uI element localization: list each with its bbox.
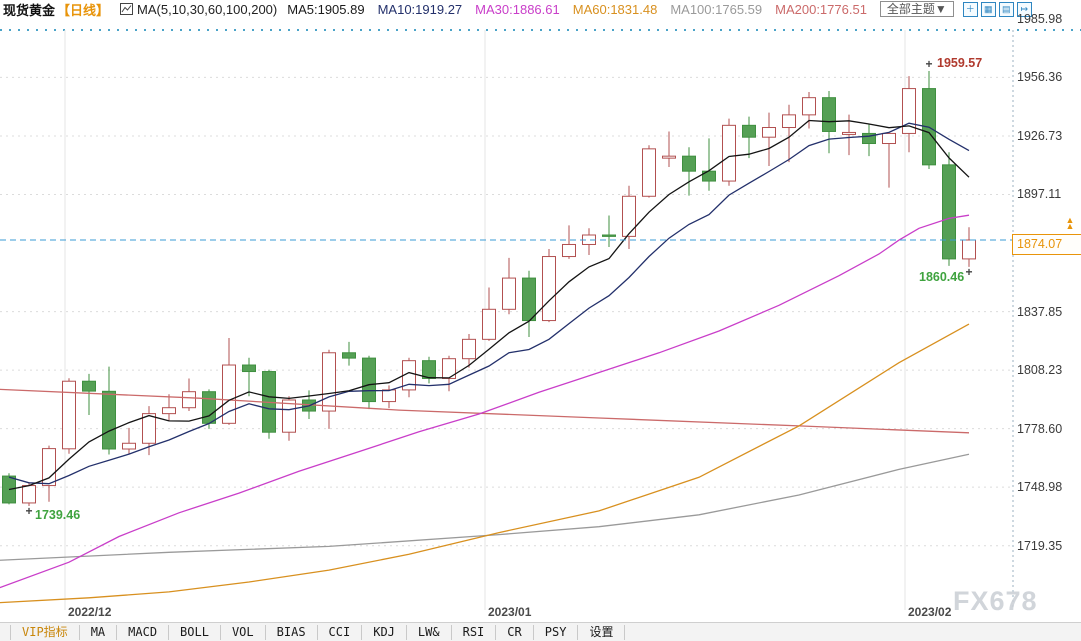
- ma-legend-item: MA5:1905.89: [287, 1, 365, 17]
- indicator-tab-VIP指标[interactable]: VIP指标: [11, 625, 80, 640]
- price-axis-label: 1985.98: [1017, 11, 1063, 26]
- svg-text:+: +: [25, 504, 32, 518]
- price-axis-label: 1837.85: [1017, 304, 1063, 319]
- indicator-tab-KDJ[interactable]: KDJ: [362, 625, 407, 640]
- indicator-tab-BOLL[interactable]: BOLL: [169, 625, 221, 640]
- ma-params-label: MA(5,10,30,60,100,200): [137, 1, 278, 17]
- indicator-tab-VOL[interactable]: VOL: [221, 625, 266, 640]
- last-price-value: 1874.07: [1017, 237, 1063, 251]
- annotation-early-low-price: 1739.46: [35, 507, 81, 522]
- price-axis-label: 1926.73: [1017, 128, 1063, 143]
- last-price-label: 1874.07: [1012, 234, 1081, 255]
- time-axis-label: 2022/12: [68, 605, 112, 619]
- indicator-tab-PSY[interactable]: PSY: [534, 625, 579, 640]
- ma-legend-item: MA10:1919.27: [377, 1, 463, 17]
- svg-text:+: +: [965, 265, 972, 279]
- indicator-tab-RSI[interactable]: RSI: [452, 625, 497, 640]
- indicator-tab-MA[interactable]: MA: [80, 625, 118, 640]
- price-axis-label: 1748.98: [1017, 480, 1063, 495]
- annotation-high-price: 1959.57: [937, 56, 983, 71]
- timeframe-label[interactable]: 【日线】: [57, 2, 110, 18]
- watermark: FX678: [953, 586, 1038, 616]
- indicator-tab-LW&[interactable]: LW&: [407, 625, 452, 640]
- price-axis-label: 1778.60: [1017, 421, 1063, 436]
- kline-icon: [119, 2, 134, 16]
- header-icon-group: ＋ ▦ ▤ ↦: [960, 1, 1032, 17]
- price-axis-label: 1719.35: [1017, 538, 1063, 553]
- ma-legend-item: MA60:1831.48: [572, 1, 658, 17]
- ma-legend-item: MA200:1776.51: [775, 1, 867, 17]
- price-axis-label: 1897.11: [1017, 187, 1062, 202]
- price-axis-label: 1808.23: [1017, 363, 1063, 378]
- export-chart-icon[interactable]: ↦: [1016, 1, 1032, 17]
- time-axis-label: 2023/02: [908, 605, 952, 619]
- time-axis-label: 2023/01: [488, 605, 532, 619]
- indicator-tab-CR[interactable]: CR: [496, 625, 534, 640]
- theme-selector-button[interactable]: 全部主题▼: [879, 1, 954, 17]
- symbol-name: 现货黄金: [3, 2, 56, 18]
- toolbar-lead-spacer: [0, 625, 11, 640]
- pan-crosshair-icon[interactable]: ＋: [962, 1, 978, 17]
- ma-legend: MA5:1905.89 MA10:1919.27 MA30:1886.61 MA60:…: [287, 2, 880, 17]
- indicator-tab-CCI[interactable]: CCI: [318, 625, 363, 640]
- price-axis-label: 1956.36: [1017, 70, 1063, 85]
- svg-text:+: +: [925, 57, 932, 71]
- indicator-toolbar: VIP指标 MA MACD BOLL VOL BIAS CCI KDJ LW& RSI CR PSY 设…: [0, 622, 1081, 641]
- ma-legend-item: MA100:1765.59: [670, 1, 763, 17]
- chart-top-dotted-line: [0, 29, 1081, 31]
- grid-layout-icon[interactable]: ▦: [980, 1, 996, 17]
- chart-header: 现货黄金 【日线】 MA(5,10,30,60,100,200) MA5:190…: [0, 0, 1081, 18]
- panel-layout-icon[interactable]: ▤: [998, 1, 1014, 17]
- ma-legend-item: MA30:1886.61: [475, 1, 560, 17]
- indicator-tab-BIAS[interactable]: BIAS: [266, 625, 318, 640]
- indicator-tab-MACD[interactable]: MACD: [117, 625, 170, 640]
- price-up-arrows-icon: ▲ ▲: [1065, 215, 1075, 231]
- indicator-tab-设置[interactable]: 设置: [578, 625, 626, 640]
- annotation-recent-low-price: 1860.46: [919, 269, 965, 284]
